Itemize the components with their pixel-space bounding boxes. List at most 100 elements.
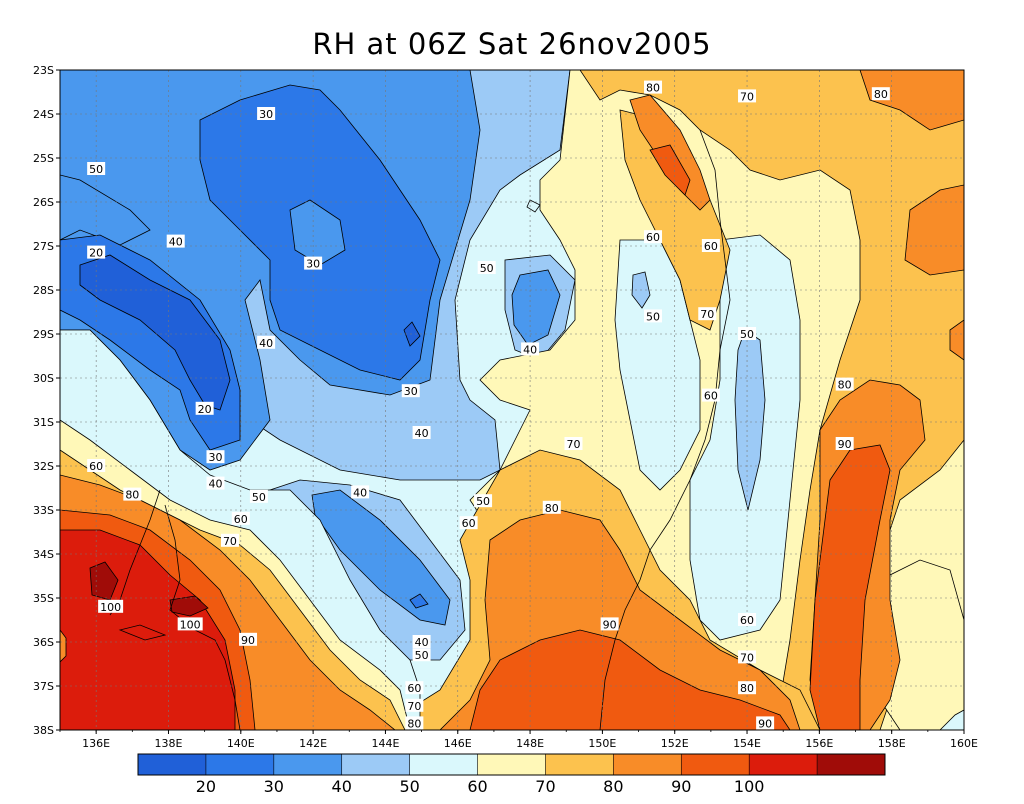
contour-label: 40: [166, 234, 185, 249]
band-80-90-east-mid: [904, 184, 964, 276]
contour-label-text: 80: [407, 717, 421, 730]
contour-label-text: 30: [208, 451, 222, 464]
coastline-small: [526, 199, 541, 213]
contour-label: 60: [644, 230, 663, 244]
colorbar-swatch: [749, 754, 818, 775]
contour-label: 20: [195, 401, 214, 416]
contour-label-text: 40: [259, 337, 273, 350]
lon-tick-label: 142E: [299, 737, 327, 750]
colorbar-label: 30: [264, 777, 284, 796]
contour-label: 20: [87, 245, 106, 260]
contour-label-text: 40: [415, 636, 429, 649]
lon-tick-label: 150E: [588, 737, 616, 750]
contour-label: 70: [564, 437, 583, 451]
contour-label: 60: [87, 459, 106, 473]
contour-label: 40: [412, 635, 431, 649]
contour-label-bg: [738, 650, 757, 664]
contour-label-text: 50: [646, 310, 660, 323]
contour-label-bg: [206, 450, 225, 464]
contour-label-bg: [738, 327, 757, 340]
contour-label-text: 60: [234, 513, 248, 526]
band-110-southwest-a: [89, 561, 119, 601]
band-90-100-south: [469, 629, 791, 730]
contour-label: 60: [701, 388, 720, 403]
lat-tick-label: 29S: [33, 328, 54, 341]
contour-label: 30: [304, 256, 323, 271]
contour-label-bg: [231, 511, 250, 525]
contour-label-text: 90: [838, 438, 852, 451]
lat-tick-label: 32S: [33, 460, 54, 473]
colorbar-label: 90: [671, 777, 691, 796]
contour-label: 70: [405, 698, 424, 713]
contour-label-text: 70: [740, 90, 754, 103]
contour-label: 80: [542, 500, 561, 515]
contour-label-bg: [87, 245, 106, 259]
contour-label: 80: [738, 681, 757, 695]
contour-label-bg: [600, 617, 619, 631]
contour-label-bg: [177, 617, 203, 631]
contour-label-text: 50: [740, 328, 754, 341]
contour-label-bg: [644, 309, 663, 323]
contour-label-bg: [871, 87, 890, 101]
contour-label-bg: [756, 716, 775, 730]
contour-label-text: 90: [603, 618, 617, 631]
contour-label-text: 30: [259, 108, 273, 121]
contour-label-text: 60: [89, 460, 103, 473]
contour-label-bg: [123, 487, 142, 501]
contour-label-bg: [738, 89, 757, 103]
contour-label-bg: [412, 635, 431, 648]
contour-label-text: 60: [704, 390, 718, 403]
contour-label: 80: [835, 377, 854, 392]
contour-label-text: 40: [353, 486, 367, 499]
contour-label-bg: [521, 342, 540, 356]
plot-frame: [59, 69, 965, 731]
lat-tick-label: 26S: [33, 196, 54, 209]
lon-tick-label: 146E: [444, 737, 472, 750]
contour-label: 60: [701, 239, 720, 253]
contour-label-text: 50: [252, 491, 266, 504]
lon-tick-label: 156E: [805, 737, 833, 750]
contour-label: 50: [738, 327, 757, 341]
lat-tick-label: 38S: [33, 724, 54, 737]
contour-label-text: 50: [415, 649, 429, 662]
contour-label-text: 20: [198, 403, 212, 416]
latitude-axis: 23S 24S 25S 26S 27S 28S 29S 30S 31S 32S 33S 34S 35S 3…: [33, 64, 60, 737]
contour-label: 40: [412, 426, 431, 440]
contour-label: 70: [698, 307, 717, 321]
band-30-40-east-blob-inner: [511, 269, 561, 346]
contour-label-bg: [738, 613, 757, 626]
contour-label-text: 20: [89, 247, 103, 260]
contour-label-text: 30: [404, 385, 418, 398]
contour-label: 70: [738, 650, 757, 664]
contour-label: 80: [123, 487, 142, 502]
contour-label: 40: [206, 476, 225, 491]
contour-label-text: 70: [223, 535, 237, 548]
contour-label: 30: [401, 384, 420, 398]
lon-tick-label: 138E: [155, 737, 183, 750]
colorbar-label: 20: [196, 777, 216, 796]
contour-label: 40: [521, 342, 540, 356]
contour-label-text: 90: [241, 634, 255, 647]
lon-tick-label: 154E: [733, 737, 761, 750]
band-110-southwest-b: [169, 595, 209, 617]
lat-tick-label: 31S: [33, 416, 54, 429]
contour-label-text: 60: [407, 682, 421, 695]
lon-tick-label: 144E: [371, 737, 399, 750]
contour-label: 100: [98, 599, 124, 614]
contour-label-bg: [351, 485, 370, 499]
contour-label-text: 40: [208, 478, 222, 491]
contour-label-text: 80: [740, 682, 754, 695]
contour-label: 50: [249, 489, 268, 504]
contour-label-bg: [477, 261, 496, 274]
longitude-axis: 136E 138E 140E 142E 144E 146E 148E 150E 152E 154E…: [59, 730, 978, 750]
lon-tick-label: 148E: [516, 737, 544, 750]
contour-label: 100: [177, 617, 203, 631]
band-80-90-east-north: [859, 70, 964, 131]
contour-label-bg: [87, 459, 106, 472]
lon-tick-label: 140E: [227, 737, 255, 750]
contour-label-bg: [701, 388, 720, 402]
contour-label-bg: [412, 426, 431, 439]
lat-tick-label: 36S: [33, 636, 54, 649]
